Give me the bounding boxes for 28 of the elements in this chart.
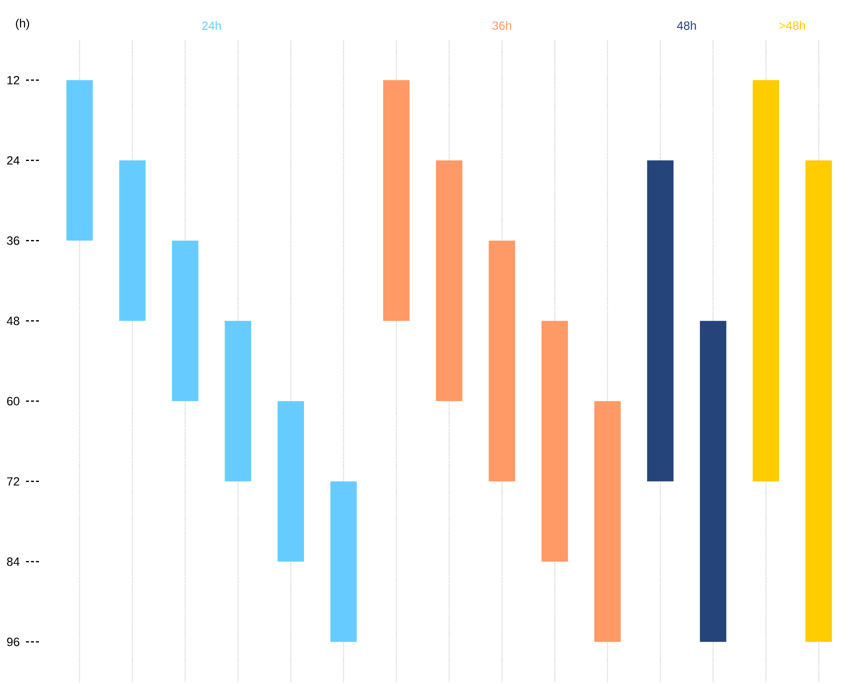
bar — [488, 240, 516, 482]
y-tick-label: 36 — [6, 236, 20, 245]
bar — [278, 401, 304, 562]
bar — [805, 160, 832, 642]
bar — [330, 481, 357, 642]
y-tick-label: 48 — [6, 316, 20, 326]
y-tick-label: 24 — [7, 156, 20, 165]
text: 36h — [492, 21, 512, 30]
bar — [172, 240, 198, 402]
bar — [66, 80, 93, 241]
bar — [119, 160, 146, 321]
y-tick-label: 72 — [7, 477, 20, 486]
bar — [594, 401, 621, 642]
bar — [700, 320, 726, 642]
y-tick-label: 12 — [7, 76, 20, 84]
bar — [383, 80, 410, 321]
bar — [752, 80, 780, 482]
text: >48h — [779, 21, 805, 30]
y-tick-label: 96 — [7, 638, 20, 646]
y-axis-title: (h) — [16, 18, 30, 30]
bar — [436, 160, 462, 402]
bar — [542, 320, 568, 562]
text: 24h — [202, 21, 221, 30]
text: 48h — [677, 21, 696, 30]
y-tick-label: 60 — [7, 396, 20, 406]
bar — [224, 320, 252, 482]
y-tick-label: 84 — [7, 557, 20, 566]
bar — [647, 160, 674, 482]
